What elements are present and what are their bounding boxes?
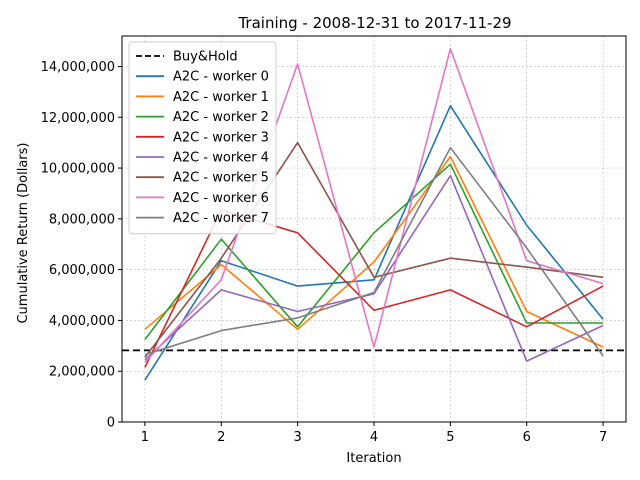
legend-entry: A2C - worker 7 <box>173 211 269 226</box>
x-tick-label: 2 <box>217 430 225 445</box>
series-line-worker-1 <box>144 155 604 348</box>
y-tick-label: 14,000,000 <box>41 60 115 75</box>
x-tick-label: 7 <box>599 430 607 445</box>
series-line-worker-0 <box>144 105 604 381</box>
y-axis: 0 2,000,000 4,000,000 6,000,000 8,000,000 10,… <box>41 60 122 431</box>
x-tick-label: 4 <box>370 430 378 445</box>
legend-entry: A2C - worker 1 <box>173 90 269 105</box>
x-axis-label: Iteration <box>346 451 401 466</box>
series-line-worker-5 <box>144 141 604 358</box>
y-tick-label: 8,000,000 <box>49 212 115 227</box>
legend-entry: A2C - worker 6 <box>173 191 269 206</box>
y-tick-label: 12,000,000 <box>41 111 115 126</box>
legend-entry: Buy&Hold <box>173 50 238 65</box>
legend-entry: A2C - worker 4 <box>173 151 269 166</box>
chart-title: Training - 2008-12-31 to 2017-11-29 <box>237 14 511 32</box>
legend: Buy&Hold A2C - worker 0 A2C - worker 1 A2C … <box>128 41 277 235</box>
legend-entry: A2C - worker 0 <box>173 70 269 85</box>
y-tick-label: 0 <box>107 416 115 431</box>
y-tick-label: 6,000,000 <box>49 263 115 278</box>
series-line-worker-2 <box>144 163 604 340</box>
legend-box <box>128 41 277 235</box>
legend-entry: A2C - worker 2 <box>173 110 269 125</box>
y-tick-label: 2,000,000 <box>49 365 115 380</box>
series-layer <box>144 47 604 381</box>
y-tick-label: 10,000,000 <box>41 162 115 177</box>
legend-entry: A2C - worker 3 <box>173 130 269 145</box>
x-axis: 1 2 3 4 5 6 7 <box>141 422 607 445</box>
x-tick-label: 6 <box>523 430 531 445</box>
x-tick-label: 3 <box>293 430 301 445</box>
legend-entry: A2C - worker 5 <box>173 171 269 186</box>
x-tick-label: 1 <box>141 430 149 445</box>
series-line-worker-4 <box>144 174 604 362</box>
y-tick-label: 4,000,000 <box>49 314 115 329</box>
series-line-worker-7 <box>144 146 604 357</box>
y-axis-label: Cumulative Return (Dollars) <box>16 142 31 323</box>
x-tick-label: 5 <box>446 430 454 445</box>
series-line-worker-6 <box>144 47 604 363</box>
